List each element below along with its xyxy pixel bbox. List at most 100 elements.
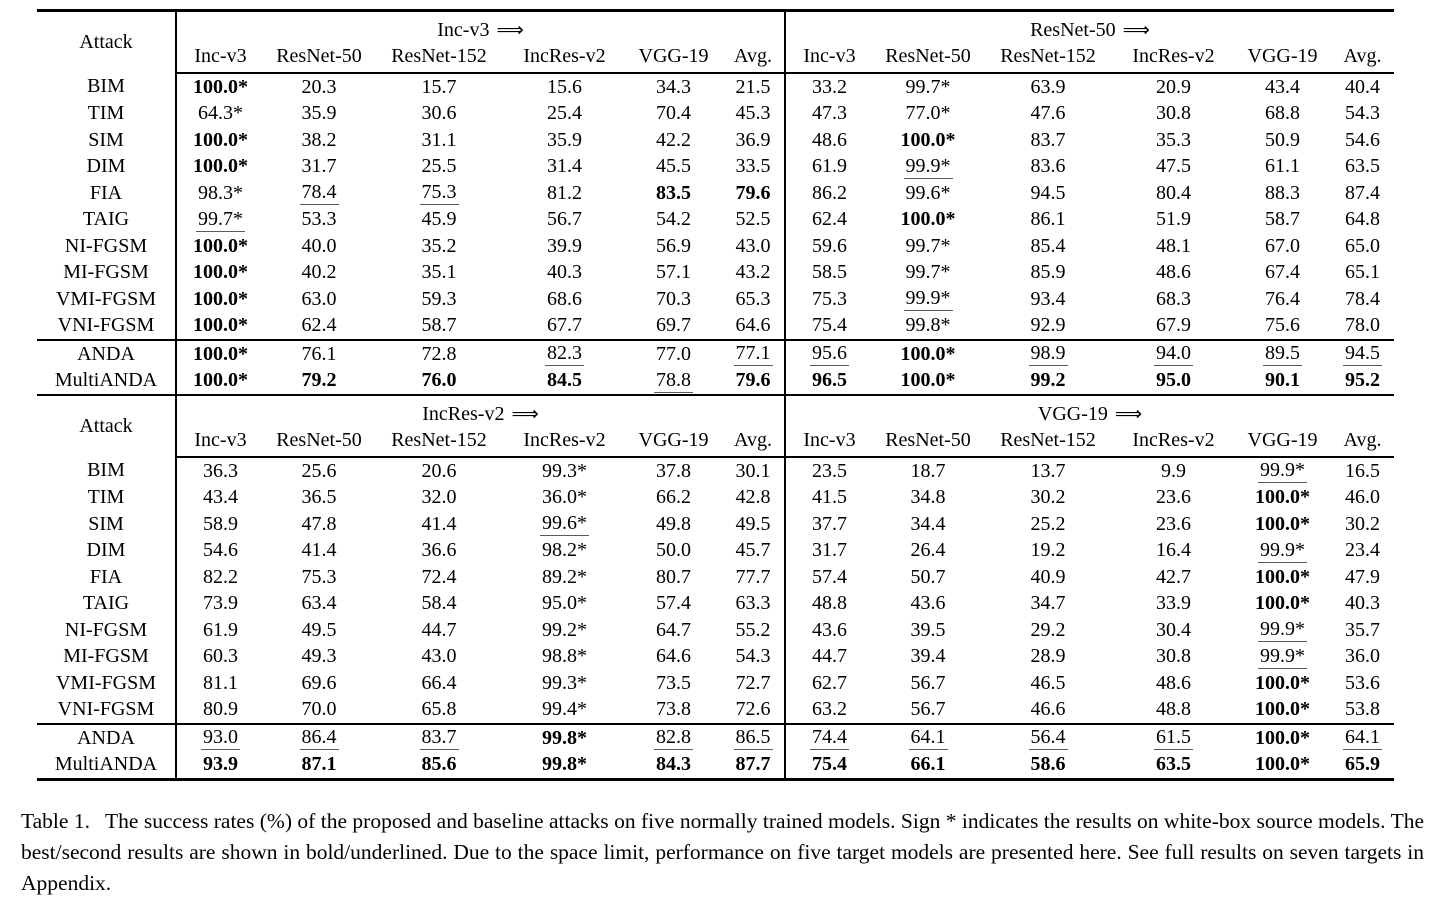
target-column-header: IncRes-v2 <box>504 427 625 458</box>
target-column-header: ResNet-152 <box>374 427 504 458</box>
value-cell: 33.9 <box>1113 591 1234 618</box>
value-cell: 61.9 <box>785 154 873 181</box>
attack-name-cell: ANDA <box>37 723 177 752</box>
value-cell: 84.5 <box>504 368 625 396</box>
value: 58.7 <box>421 314 457 337</box>
value: 50.7 <box>910 565 946 588</box>
value: 41.4 <box>421 512 457 535</box>
value-cell: 74.4 <box>785 723 873 752</box>
value-cell: 40.9 <box>983 564 1113 591</box>
long-right-arrow-icon: ⟹ <box>511 403 539 425</box>
value: 66.2 <box>656 486 691 509</box>
value-cell: 34.3 <box>625 73 722 101</box>
value: 81.2 <box>547 181 582 204</box>
table-row: DIM 54.6 41.4 36.6 98.2* 50.0 45.7 31.7 26.4 19.2… <box>37 537 1394 564</box>
value-cell: 100.0* <box>873 127 983 154</box>
value-cell: 51.9 <box>1113 207 1234 234</box>
value-cell: 56.9 <box>625 233 722 260</box>
value-cell: 87.4 <box>1331 180 1394 207</box>
value: 49.8 <box>656 512 691 535</box>
value: 30.8 <box>1156 645 1191 668</box>
value-cell: 36.0* <box>504 485 625 512</box>
table-row: VNI-FGSM 80.9 70.0 65.8 99.4* 73.8 72.6 63.2 56.… <box>37 696 1394 724</box>
value: 9.9 <box>1161 459 1186 482</box>
value: 61.9 <box>203 618 238 641</box>
value-cell: 88.3 <box>1234 180 1331 207</box>
value: 34.8 <box>910 486 946 509</box>
value-cell: 100.0* <box>176 127 264 154</box>
value: 65.1 <box>1345 261 1380 284</box>
attack-name-cell: BIM <box>37 457 177 485</box>
value: 99.7* <box>905 75 951 98</box>
table-row: SIM 100.0* 38.2 31.1 35.9 42.2 36.9 48.6 100.0* 8… <box>37 127 1394 154</box>
value: 80.9 <box>203 698 238 721</box>
results-table: Attack Inc-v3 ⟹ ResNet-50 ⟹ Inc-v3 ResNet-50 Re… <box>37 9 1394 781</box>
value-cell: 40.2 <box>264 260 374 287</box>
value-cell: 82.8 <box>625 723 722 752</box>
attack-name-cell: NI-FGSM <box>37 617 177 644</box>
value-cell: 48.6 <box>1113 670 1234 697</box>
value: 31.1 <box>421 128 457 151</box>
value-cell: 31.1 <box>374 127 504 154</box>
value-cell: 16.5 <box>1331 457 1394 485</box>
target-column-header: ResNet-152 <box>983 43 1113 74</box>
value: 100.0* <box>193 342 248 365</box>
value: 69.6 <box>301 671 337 694</box>
value-cell: 98.9 <box>983 339 1113 368</box>
value-cell: 80.4 <box>1113 180 1234 207</box>
value: 79.6 <box>735 369 771 392</box>
value: 67.9 <box>1156 314 1191 337</box>
value-cell: 81.2 <box>504 180 625 207</box>
value-cell: 93.9 <box>176 752 264 780</box>
value: 99.2 <box>1030 369 1066 392</box>
value: 57.4 <box>656 592 691 615</box>
value: 75.4 <box>812 314 847 337</box>
value-cell: 20.6 <box>374 457 504 485</box>
value: 84.3 <box>656 753 691 776</box>
value-cell: 38.2 <box>264 127 374 154</box>
value: 38.2 <box>301 128 337 151</box>
value-cell: 100.0* <box>873 339 983 368</box>
value: 18.7 <box>910 459 946 482</box>
value: 51.9 <box>1156 208 1191 231</box>
value-cell: 32.0 <box>374 485 504 512</box>
value-cell: 99.7* <box>873 233 983 260</box>
target-column-header: Avg. <box>722 427 786 458</box>
value-cell: 49.3 <box>264 644 374 671</box>
value-cell: 57.4 <box>625 591 722 618</box>
value: 35.9 <box>301 102 337 125</box>
value-cell: 63.3 <box>722 590 786 617</box>
value-cell: 84.3 <box>625 752 722 780</box>
paper-page: Attack Inc-v3 ⟹ ResNet-50 ⟹ Inc-v3 ResNet-50 Re… <box>0 9 1445 899</box>
value: 66.4 <box>421 671 457 694</box>
value-cell: 86.1 <box>983 207 1113 234</box>
value: 99.9* <box>903 287 953 312</box>
value-cell: 99.7* <box>176 207 264 234</box>
value-cell: 70.3 <box>625 286 722 313</box>
value-cell: 30.4 <box>1113 617 1234 644</box>
value-cell: 40.3 <box>504 260 625 287</box>
value-cell: 45.5 <box>625 154 722 181</box>
value: 62.7 <box>812 671 847 694</box>
value-cell: 99.9* <box>873 286 983 313</box>
value-cell: 34.8 <box>873 485 983 512</box>
value-cell: 77.1 <box>722 339 786 368</box>
value-cell: 48.1 <box>1113 233 1234 260</box>
value: 100.0* <box>1255 565 1310 588</box>
value: 68.3 <box>1156 287 1191 310</box>
value: 35.7 <box>1345 618 1380 641</box>
value-cell: 99.7* <box>873 260 983 287</box>
value-cell: 66.2 <box>625 485 722 512</box>
value: 99.8* <box>542 753 587 776</box>
value: 40.2 <box>301 261 337 284</box>
value: 99.7* <box>905 261 951 284</box>
table-row: VMI-FGSM 81.1 69.6 66.4 99.3* 73.5 72.7 62.7 56.… <box>37 670 1394 697</box>
value: 40.4 <box>1345 75 1380 98</box>
value-cell: 73.9 <box>176 591 264 618</box>
value: 43.4 <box>1265 75 1300 98</box>
value-cell: 67.4 <box>1234 260 1331 287</box>
value-cell: 62.4 <box>264 313 374 341</box>
value: 64.3* <box>198 102 243 125</box>
value-cell: 95.2 <box>1331 368 1394 396</box>
value-cell: 75.4 <box>785 313 873 341</box>
